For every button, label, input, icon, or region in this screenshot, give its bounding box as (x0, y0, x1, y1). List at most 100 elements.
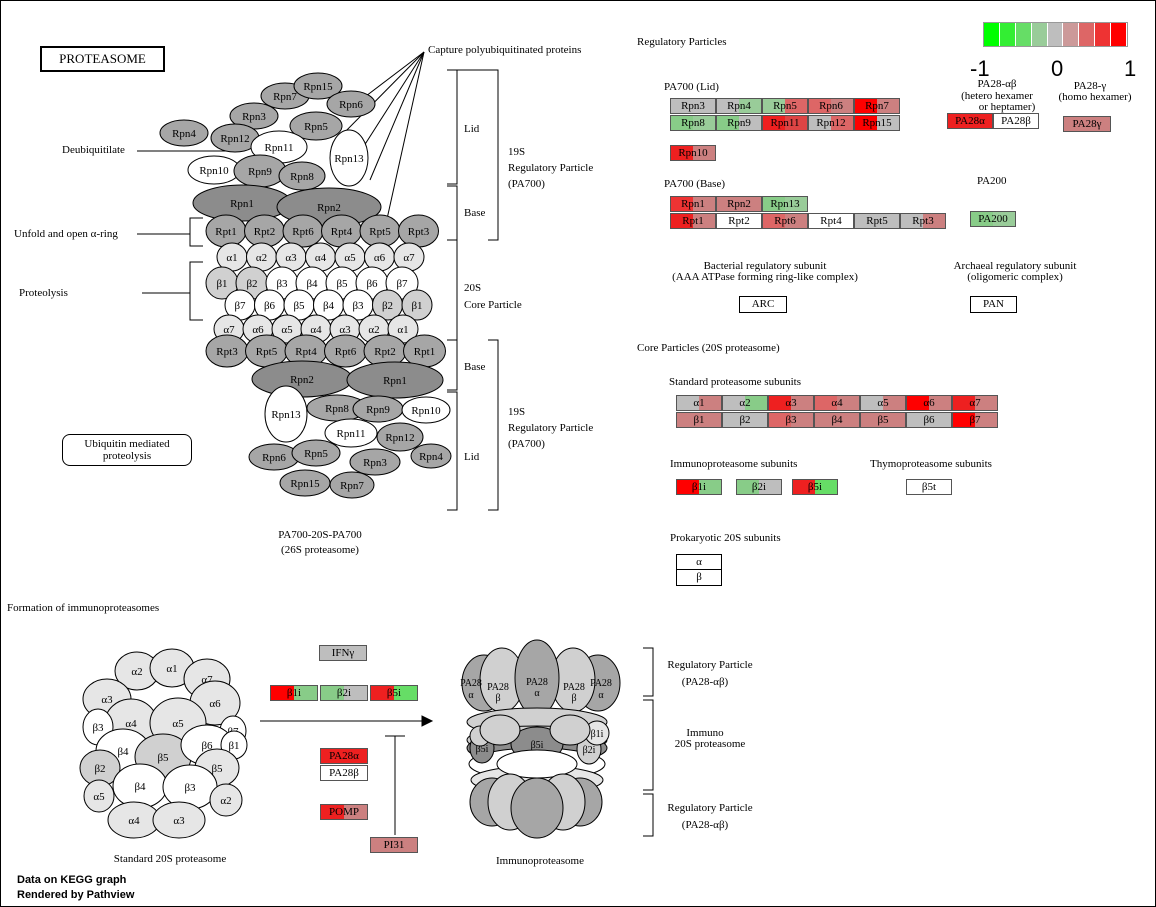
gene-box-label: Rpn10 (678, 147, 708, 159)
gene-box-α6[interactable]: α6 (906, 395, 952, 411)
gene-box-Rpn2[interactable]: Rpn2 (716, 196, 762, 212)
beta-top-5-label: β6 (366, 278, 378, 290)
gene-box-PA28α[interactable]: PA28α (320, 748, 368, 764)
gene-box-Rpn3[interactable]: Rpn3 (670, 98, 716, 114)
gene-box-α2[interactable]: α2 (722, 395, 768, 411)
gene-box-β1i[interactable]: β1i (270, 685, 318, 701)
prokaryotic-alpha-box[interactable]: α (676, 554, 722, 570)
std20s-subunit-14-label: β2 (94, 763, 105, 775)
gene-box-IFNγ[interactable]: IFNγ (319, 645, 367, 661)
gene-box-label: Rpt6 (774, 215, 796, 227)
gene-box-label: PA28γ (1072, 118, 1102, 130)
gene-box-Rpt6[interactable]: Rpt6 (762, 213, 808, 229)
pan-box[interactable]: PAN (970, 296, 1017, 313)
gene-box-β5i[interactable]: β5i (792, 479, 838, 495)
gene-box-label: β7 (969, 414, 981, 426)
gene-box-Rpt3[interactable]: Rpt3 (900, 213, 946, 229)
beta-bottom-0-label: β7 (234, 300, 246, 312)
archaeal-heading: Archaeal regulatory subunit (953, 260, 1077, 272)
rpt-bottom-4-label: Rpt2 (374, 346, 395, 358)
gene-box-Rpt2[interactable]: Rpt2 (716, 213, 762, 229)
gene-box-Rpn4[interactable]: Rpn4 (716, 98, 762, 114)
rpn-bottom-0-label: Rpn13 (271, 409, 301, 421)
legend-swatch (1079, 23, 1096, 46)
gene-box-Rpt1[interactable]: Rpt1 (670, 213, 716, 229)
formation-heading: Formation of immunoproteasomes (7, 602, 160, 614)
gene-box-Rpn5[interactable]: Rpn5 (762, 98, 808, 114)
gene-box-β1[interactable]: β1 (676, 412, 722, 428)
gene-box-β4[interactable]: β4 (814, 412, 860, 428)
gene-box-Rpn13[interactable]: Rpn13 (762, 196, 808, 212)
ubiquitin-mediated-proteolysis-link[interactable]: Ubiquitin mediated proteolysis (62, 434, 192, 466)
beta-bottom-6-label: β1 (411, 300, 422, 312)
alpha-top-1-label: α2 (256, 252, 267, 264)
prokaryotic-beta-box[interactable]: β (676, 569, 722, 586)
gene-box-PI31[interactable]: PI31 (370, 837, 418, 853)
immunoproteasome-label: Immunoproteasome (496, 855, 584, 867)
gene-box-label: Rpn2 (727, 198, 751, 210)
gene-box-Rpn1[interactable]: Rpn1 (670, 196, 716, 212)
gene-box-Rpn11[interactable]: Rpn11 (762, 115, 808, 131)
gene-box-label: β2 (739, 414, 751, 426)
gene-box-β2i[interactable]: β2i (736, 479, 782, 495)
rpn-top-11-shape (278, 161, 326, 191)
gene-box-Rpn12[interactable]: Rpn12 (808, 115, 854, 131)
gene-box-PA28γ[interactable]: PA28γ (1063, 116, 1111, 132)
pa700-base-heading: PA700 (Base) (664, 178, 726, 190)
gene-box-α4[interactable]: α4 (814, 395, 860, 411)
gene-box-β2[interactable]: β2 (722, 412, 768, 428)
gene-box-label: β2i (336, 687, 352, 699)
beta-top-2-label: β3 (276, 278, 288, 290)
gene-box-Rpn6[interactable]: Rpn6 (808, 98, 854, 114)
prokaryotic-alpha-label: α (696, 556, 702, 568)
pa28-cap-label: β (571, 693, 576, 704)
gene-box-β5t[interactable]: β5t (906, 479, 952, 495)
gene-box-PA28α[interactable]: PA28α (947, 113, 993, 129)
gene-box-PA200[interactable]: PA200 (970, 211, 1016, 227)
pa28-bottom-cap-4-shape (510, 777, 564, 839)
gene-box-β1i[interactable]: β1i (676, 479, 722, 495)
rpn-bottom-3-shape (401, 396, 451, 424)
gene-box-Rpn8[interactable]: Rpn8 (670, 115, 716, 131)
rpn-bottom-8-label: Rpn3 (363, 457, 387, 469)
beta-bottom-4-label: β3 (352, 300, 364, 312)
gene-box-Rpn15[interactable]: Rpn15 (854, 115, 900, 131)
gene-box-PA28β[interactable]: PA28β (320, 765, 368, 781)
gene-box-β6[interactable]: β6 (906, 412, 952, 428)
legend-swatch (1015, 23, 1032, 46)
rpn-top-6-label: Rpn5 (304, 121, 328, 133)
gene-box-Rpn10[interactable]: Rpn10 (670, 145, 716, 161)
gene-box-α1[interactable]: α1 (676, 395, 722, 411)
gene-box-Rpn7[interactable]: Rpn7 (854, 98, 900, 114)
rp-pa28-bottom-sub: (PA28-αβ) (681, 819, 729, 831)
gene-box-Rpt5[interactable]: Rpt5 (854, 213, 900, 229)
gene-box-PA28β[interactable]: PA28β (993, 113, 1039, 129)
rp19s-top-label: 19S (508, 146, 526, 158)
gene-box-β5i[interactable]: β5i (370, 685, 418, 701)
rpn-bottom-5-label: Rpn12 (385, 432, 414, 444)
gene-box-Rpn9[interactable]: Rpn9 (716, 115, 762, 131)
gene-box-β3[interactable]: β3 (768, 412, 814, 428)
pathway-title-box[interactable]: PROTEASOME (40, 46, 165, 72)
gene-box-Rpt4[interactable]: Rpt4 (808, 213, 854, 229)
gene-box-β5[interactable]: β5 (860, 412, 906, 428)
std20s-subunit-20-label: α3 (173, 815, 185, 827)
rp19s-bottom-pa: (PA700) (508, 438, 545, 450)
gene-box-POMP[interactable]: POMP (320, 804, 368, 820)
regulatory-particles-heading: Regulatory Particles (637, 36, 727, 48)
gene-box-label: β5 (877, 414, 889, 426)
pa200-heading: PA200 (977, 175, 1007, 187)
gene-box-β7[interactable]: β7 (952, 412, 998, 428)
gene-box-α5[interactable]: α5 (860, 395, 906, 411)
rpt-top-4-label: Rpt5 (369, 226, 391, 238)
gene-box-β2i[interactable]: β2i (320, 685, 368, 701)
rp19s-top-name: Regulatory Particle (508, 162, 594, 174)
gene-box-α7[interactable]: α7 (952, 395, 998, 411)
gene-box-α3[interactable]: α3 (768, 395, 814, 411)
gene-box-label: Rpn15 (862, 117, 892, 129)
arc-box[interactable]: ARC (739, 296, 787, 313)
std20s-subunit-5-label: α4 (125, 718, 137, 730)
alpha-bottom-4-label: α3 (339, 324, 351, 336)
rpn-bottom-11-label: Rpn7 (340, 480, 364, 492)
